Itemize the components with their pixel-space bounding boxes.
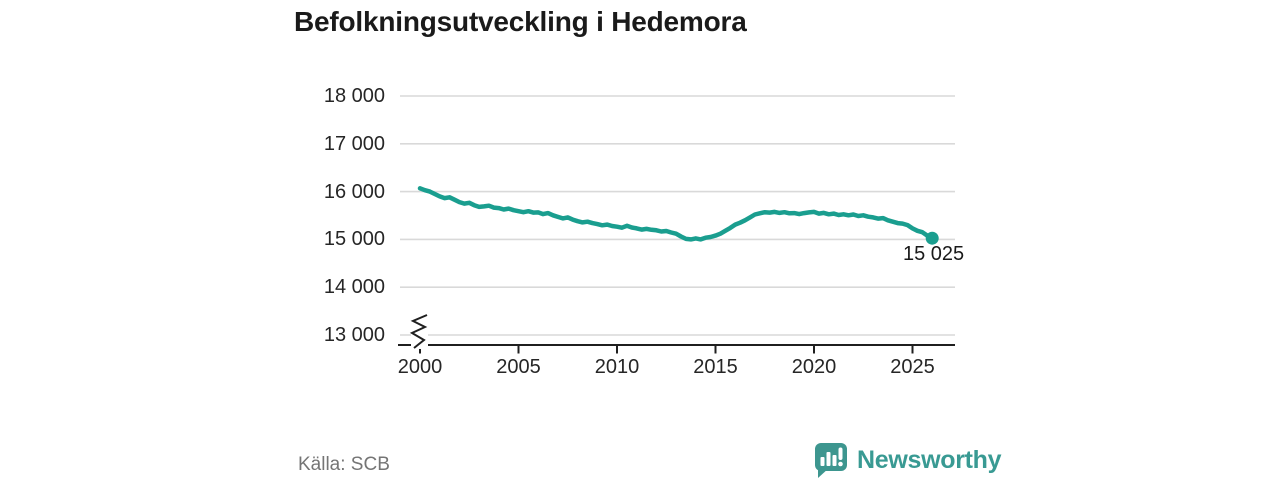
y-tick-label: 17 000 [323, 132, 385, 155]
y-tick-label: 15 000 [323, 228, 385, 251]
x-tick-label: 2020 [791, 356, 837, 378]
speech-bubble-bar-chart-icon [815, 443, 847, 478]
x-tick-label: 2000 [397, 356, 443, 378]
y-tick-label: 14 000 [323, 276, 385, 299]
latest-point-dot [925, 231, 939, 245]
source-note: Källa: SCB [298, 454, 390, 475]
y-tick-label: 18 000 [323, 85, 385, 107]
y-tick-label: 16 000 [323, 180, 385, 203]
newsworthy-logo-link[interactable]: Newsworthy [815, 442, 1002, 479]
x-tick-label: 2005 [496, 356, 541, 378]
x-tick-label: 2015 [693, 356, 738, 378]
newsworthy-logo-text: Newsworthy [857, 446, 1002, 474]
chart-title: Befolkningsutveckling i Hedemora [294, 6, 747, 37]
latest-value-label: 15 025 [903, 243, 965, 265]
x-tick-label: 2010 [594, 356, 640, 378]
x-tick-label: 2025 [890, 356, 935, 378]
population-line [417, 186, 935, 242]
axis-break-icon [409, 314, 428, 349]
y-tick-label: 13 000 [323, 324, 385, 346]
